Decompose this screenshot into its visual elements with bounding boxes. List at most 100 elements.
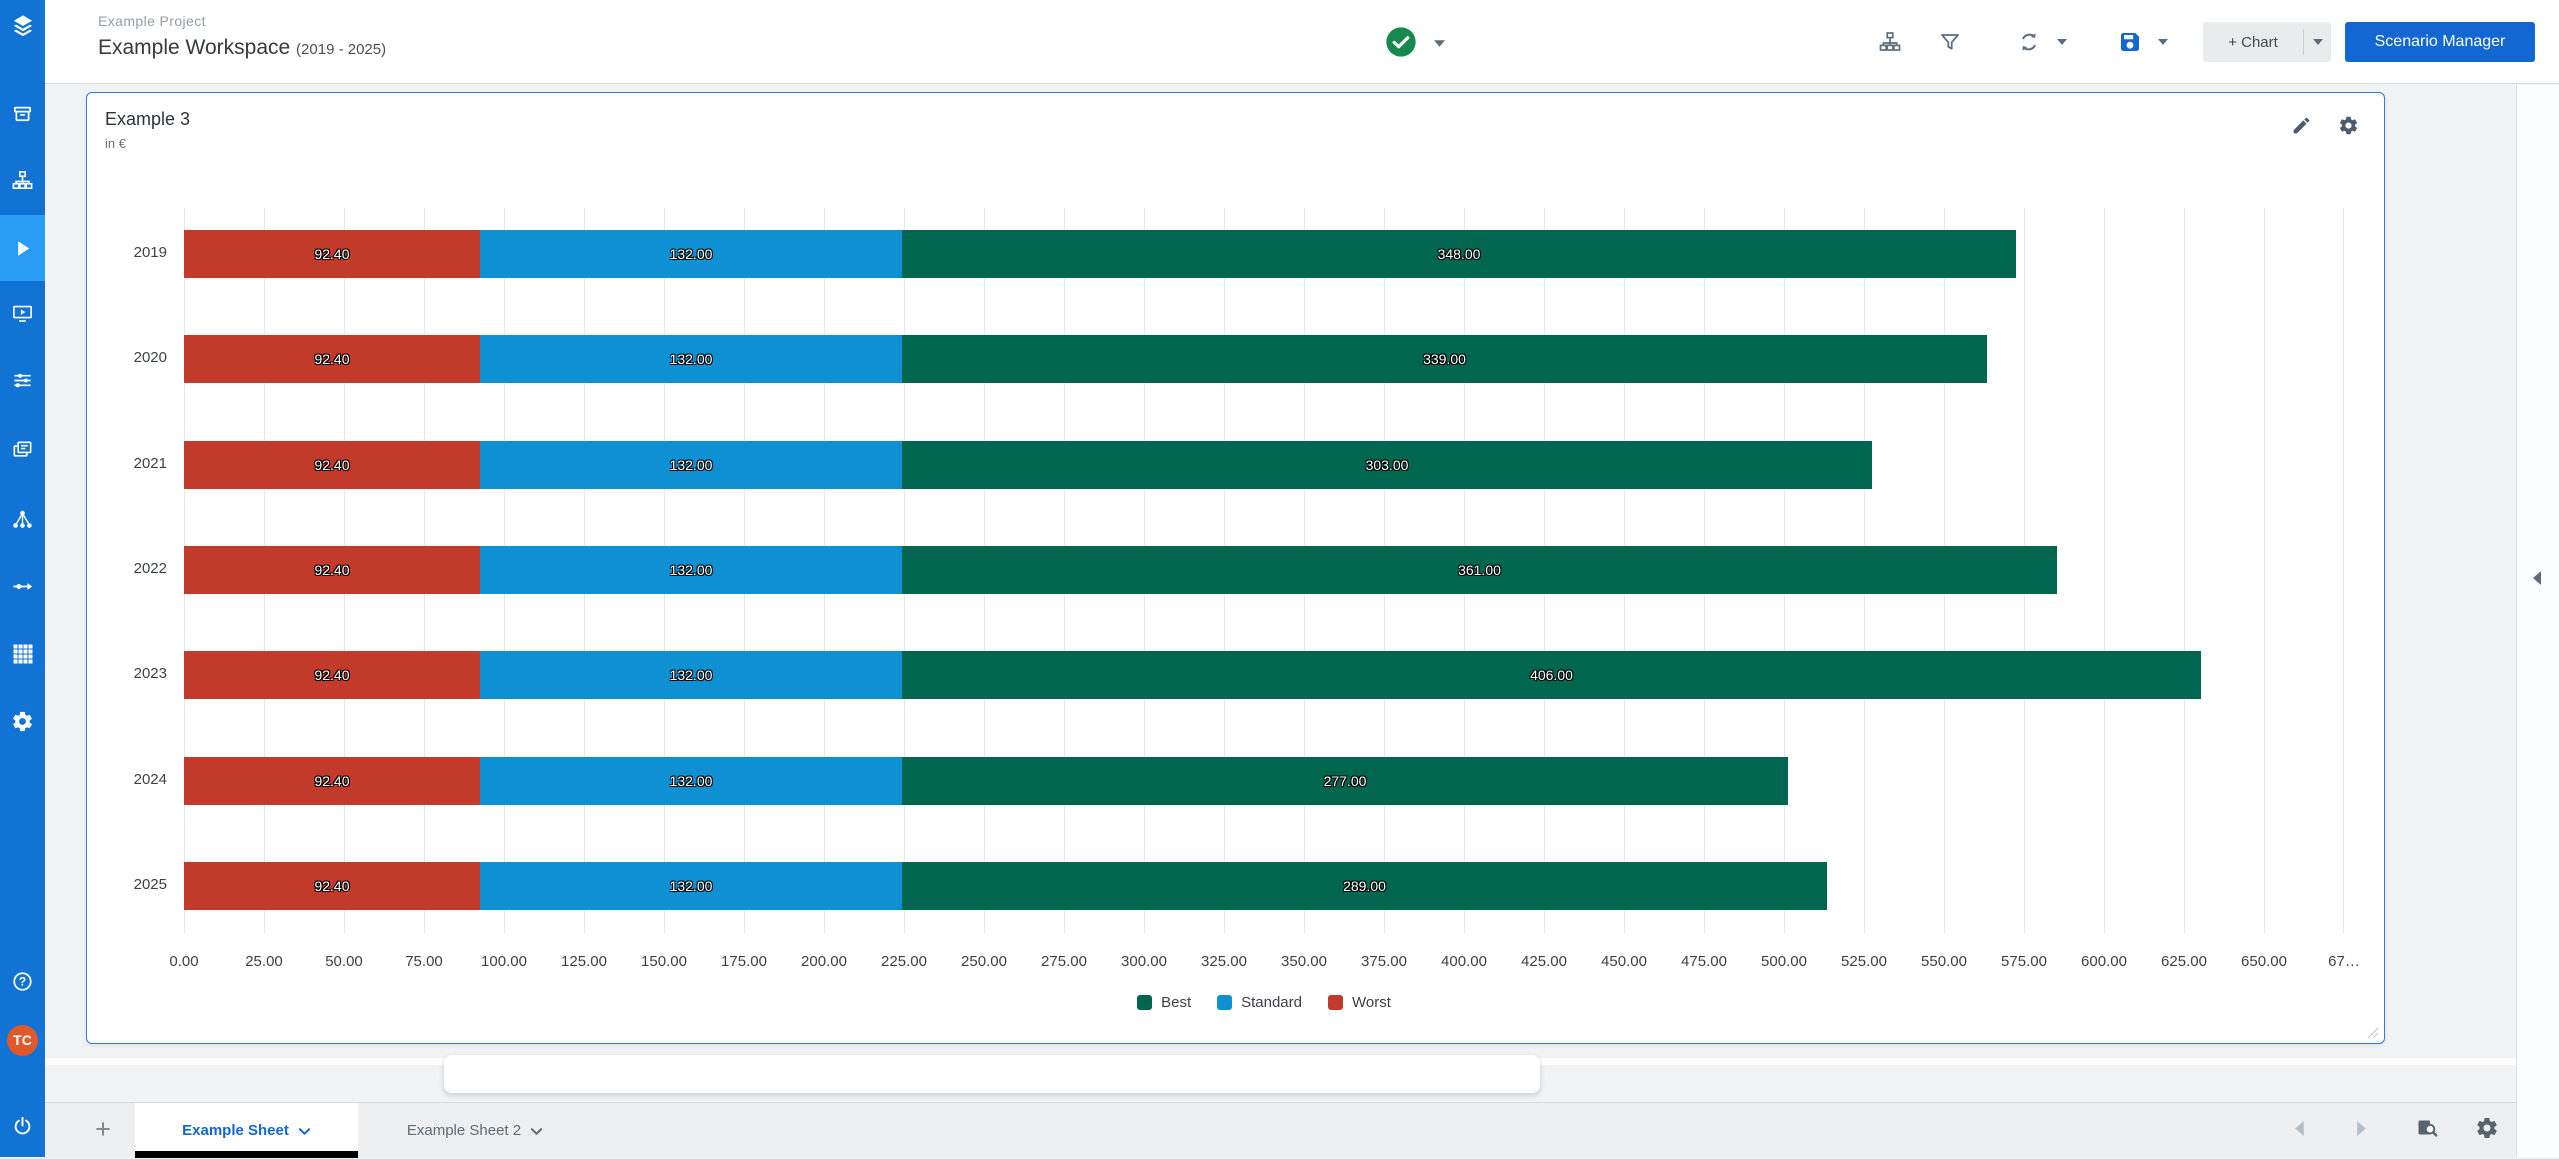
bar-segment-worst[interactable] [184, 441, 480, 489]
add-chart-caret[interactable] [2304, 22, 2331, 62]
x-tick-label: 300.00 [1121, 953, 1167, 970]
x-tick-label: 225.00 [881, 953, 927, 970]
sidebar-item-presentation[interactable] [0, 280, 45, 346]
app-logo[interactable] [0, 4, 45, 48]
sheet-tab-2[interactable]: Example Sheet 2 [375, 1103, 575, 1158]
bar-segment-worst[interactable] [184, 546, 480, 594]
y-axis-label: 2021 [133, 455, 167, 472]
sidebar-item-scenarios[interactable] [0, 486, 45, 552]
add-sheet-button[interactable]: + [95, 1114, 111, 1144]
workspace-name: Example Workspace [98, 36, 291, 59]
sheet-settings-icon[interactable] [2475, 1116, 2499, 1140]
horizontal-scrollbar[interactable] [444, 1055, 1540, 1093]
bar-segment-worst[interactable] [184, 335, 480, 383]
legend-label: Best [1161, 994, 1192, 1011]
plot-area: 92.40 132.00 348.00 92.40 132.00 339.00 92.40 1… [184, 208, 2344, 933]
scenario-manager-button[interactable]: Scenario Manager [2345, 22, 2535, 62]
sidebar-item-user-avatar[interactable]: TC [0, 1007, 45, 1073]
bar-segment-worst[interactable] [184, 862, 480, 910]
bar-segment-standard[interactable] [480, 546, 902, 594]
x-tick-label: 75.00 [405, 953, 443, 970]
x-tick-label: 425.00 [1521, 953, 1567, 970]
legend-label: Worst [1352, 994, 1391, 1011]
x-tick-label: 175.00 [721, 953, 767, 970]
scenario-status-dropdown[interactable] [1385, 26, 1445, 58]
sidebar-item-settings[interactable] [0, 688, 45, 754]
x-tick-label: 125.00 [561, 953, 607, 970]
x-tick-label: 650.00 [2241, 953, 2287, 970]
sheet-tab-label: Example Sheet 2 [406, 1122, 522, 1139]
sidebar-item-reports[interactable] [0, 417, 45, 483]
user-avatar: TC [7, 1024, 38, 1056]
bar-segment-standard[interactable] [480, 651, 902, 699]
bar-segment-worst[interactable] [184, 651, 480, 699]
x-tick-label: 150.00 [641, 953, 687, 970]
x-tick-label: 575.00 [2001, 953, 2047, 970]
caret-down-icon [1434, 40, 1445, 47]
button-divider [2303, 29, 2304, 55]
collapse-panel-icon[interactable] [2532, 570, 2542, 586]
x-tick-label: 0.00 [169, 953, 199, 970]
sidebar-item-dataflow[interactable] [0, 553, 45, 619]
legend-item-best[interactable]: Best [1137, 994, 1191, 1011]
bar-segment-standard[interactable] [480, 441, 902, 489]
bar-segment-best[interactable] [902, 230, 2016, 278]
refresh-icon[interactable] [2017, 30, 2041, 54]
sliders-icon [11, 369, 34, 392]
legend-label: Standard [1241, 994, 1302, 1011]
save-caret-icon[interactable] [2158, 39, 2168, 45]
bar-segment-best[interactable] [902, 546, 2057, 594]
x-tick-label: 500.00 [1761, 953, 1807, 970]
bar-segment-worst[interactable] [184, 230, 480, 278]
legend-item-worst[interactable]: Worst [1328, 994, 1391, 1011]
bar-segment-standard[interactable] [480, 335, 902, 383]
chart-settings-icon[interactable] [2338, 115, 2359, 136]
x-tick-label: 350.00 [1281, 953, 1327, 970]
add-chart-button[interactable]: + Chart [2203, 22, 2331, 62]
x-tick-label: 100.00 [481, 953, 527, 970]
x-tick-label: 375.00 [1361, 953, 1407, 970]
edit-chart-icon[interactable] [2291, 115, 2312, 136]
sidebar-item-assumptions[interactable] [0, 347, 45, 413]
scroll-tabs-right-icon[interactable] [2356, 1120, 2367, 1137]
sidebar-item-archive[interactable] [0, 81, 45, 147]
bar-segment-best[interactable] [902, 651, 2201, 699]
sitemap-icon [11, 169, 34, 192]
workspace-title: Example Workspace (2019 - 2025) [98, 36, 386, 60]
layers-logo-icon [10, 13, 36, 39]
bar-segment-standard[interactable] [480, 230, 902, 278]
chevron-down-icon [298, 1127, 311, 1136]
hierarchy-icon[interactable] [1878, 30, 1902, 54]
refresh-caret-icon[interactable] [2057, 39, 2067, 45]
app-sidebar: ? TC [0, 0, 45, 1157]
bar-segment-best[interactable] [902, 441, 1872, 489]
find-sheet-icon[interactable] [2415, 1116, 2439, 1140]
filter-icon[interactable] [1938, 30, 1962, 54]
workspace-range: (2019 - 2025) [296, 41, 387, 58]
chevron-down-icon [530, 1127, 543, 1136]
resize-grip[interactable] [2367, 1027, 2379, 1039]
save-icon[interactable] [2118, 30, 2142, 54]
sidebar-item-data-tables[interactable] [0, 620, 45, 686]
grid-icon [11, 642, 34, 665]
sidebar-item-simulation[interactable] [0, 215, 45, 281]
project-name: Example Project [98, 13, 206, 29]
chart-unit: in € [105, 136, 126, 151]
scroll-tabs-left-icon[interactable] [2294, 1120, 2305, 1137]
legend-item-standard[interactable]: Standard [1217, 994, 1302, 1011]
sidebar-item-help[interactable]: ? [0, 948, 45, 1014]
sidebar-item-logout[interactable] [0, 1093, 45, 1159]
bar-segment-best[interactable] [902, 335, 1987, 383]
x-tick-label: 550.00 [1921, 953, 1967, 970]
bar-segment-worst[interactable] [184, 757, 480, 805]
x-tick-label: 275.00 [1041, 953, 1087, 970]
sidebar-item-model[interactable] [0, 147, 45, 213]
bar-segment-best[interactable] [902, 862, 1827, 910]
bar-segment-standard[interactable] [480, 862, 902, 910]
x-tick-label: 600.00 [2081, 953, 2127, 970]
bar-segment-best[interactable] [902, 757, 1788, 805]
bar-segment-standard[interactable] [480, 757, 902, 805]
y-axis-label: 2022 [133, 560, 167, 577]
archive-icon [11, 103, 34, 126]
sheet-tab-1[interactable]: Example Sheet [135, 1103, 358, 1158]
